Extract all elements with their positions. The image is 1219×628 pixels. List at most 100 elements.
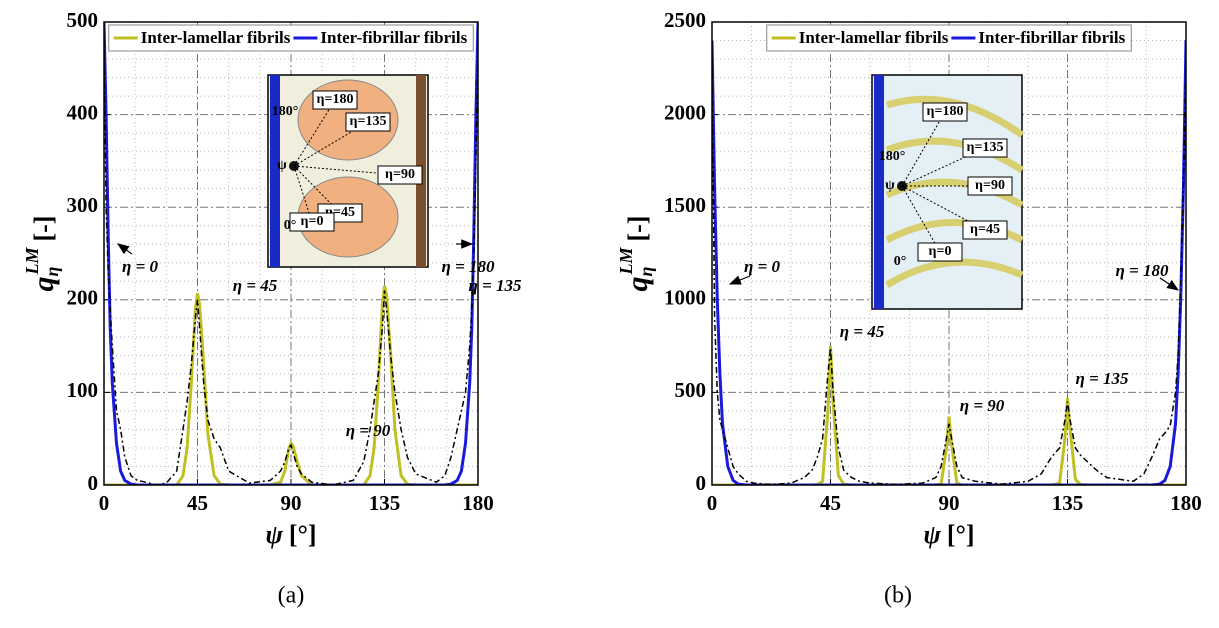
inset-label-box bbox=[289, 212, 335, 232]
inset-label: ψ bbox=[885, 178, 895, 193]
inset-ray bbox=[293, 165, 341, 214]
y-axis-label: qηLM [-] bbox=[22, 216, 62, 292]
y-axis-label: qηLM [-] bbox=[616, 216, 656, 292]
y-tick-label: 200 bbox=[67, 286, 99, 310]
inset-label: η=135 bbox=[967, 140, 1004, 155]
inset-label-box bbox=[967, 176, 1013, 196]
legend-label: Inter-lamellar fibrils bbox=[141, 28, 291, 47]
inset-label: η=90 bbox=[975, 178, 1005, 193]
x-tick-label: 0 bbox=[99, 491, 110, 515]
x-tick-label: 90 bbox=[939, 491, 960, 515]
x-tick-label: 45 bbox=[820, 491, 841, 515]
inset-fibril bbox=[885, 258, 1024, 288]
inset-fibril bbox=[874, 75, 884, 309]
x-axis-var: ψ bbox=[265, 520, 283, 549]
legend-box bbox=[108, 24, 474, 52]
annotation: η = 0 bbox=[122, 257, 159, 276]
annotation: η = 135 bbox=[1075, 369, 1129, 388]
inset: η=180 η=135 η=90 η=45 η=0 180° ψ 0° bbox=[871, 74, 1025, 310]
inset-label: 180° bbox=[272, 104, 299, 119]
plot-frame bbox=[103, 21, 479, 486]
x-tick-label: 45 bbox=[187, 491, 208, 515]
y-tick-label: 0 bbox=[88, 471, 99, 495]
data-line bbox=[104, 40, 478, 485]
inset-fibril bbox=[270, 75, 280, 267]
annotation: η = 135 bbox=[468, 276, 522, 295]
y-tick-label: 500 bbox=[67, 8, 99, 32]
legend: Inter-lamellar fibrils Inter-fibrillar fi… bbox=[108, 24, 474, 52]
x-tick-label: 180 bbox=[1170, 491, 1202, 515]
y-tick-label: 1500 bbox=[664, 193, 706, 217]
annotation: η = 0 bbox=[744, 257, 781, 276]
annotation: η = 45 bbox=[840, 322, 885, 341]
x-axis-label: ψ [°] bbox=[923, 520, 974, 549]
y-axis-unit: [-] bbox=[29, 216, 58, 242]
y-axis-base: q bbox=[27, 276, 60, 291]
x-tick-label: 90 bbox=[281, 491, 302, 515]
inset-label-box bbox=[377, 165, 423, 185]
inset-label: η=180 bbox=[317, 92, 354, 107]
inset-ray bbox=[293, 99, 336, 167]
inset-label: 0° bbox=[284, 218, 297, 233]
y-tick-label: 100 bbox=[67, 378, 99, 402]
y-axis-sup: LM bbox=[616, 247, 636, 276]
y-axis-sub: η bbox=[42, 266, 62, 276]
y-axis-sup: LM bbox=[22, 247, 42, 276]
inset-label: 180° bbox=[879, 149, 906, 164]
inset-label-box bbox=[917, 242, 963, 262]
inset-label: η=45 bbox=[970, 222, 1000, 237]
y-tick-label: 2000 bbox=[664, 100, 706, 124]
inset-label-box bbox=[962, 220, 1008, 240]
y-axis-unit: [-] bbox=[623, 216, 652, 242]
annotation: η = 45 bbox=[233, 276, 278, 295]
y-axis-sub: η bbox=[636, 266, 656, 276]
x-tick-label: 180 bbox=[462, 491, 494, 515]
annotation-arrow bbox=[728, 275, 751, 285]
annotation-arrow bbox=[117, 243, 133, 255]
annotation: η = 90 bbox=[346, 421, 391, 440]
inset-label-box bbox=[922, 102, 968, 122]
x-tick-label: 0 bbox=[707, 491, 718, 515]
legend-label: Inter-lamellar fibrils bbox=[799, 28, 949, 47]
y-tick-label: 1000 bbox=[664, 286, 706, 310]
inset-label-box bbox=[962, 138, 1008, 158]
data-line bbox=[712, 58, 1186, 485]
inset-label-box bbox=[345, 112, 391, 132]
x-axis-unit: [°] bbox=[947, 520, 975, 549]
x-axis-unit: [°] bbox=[289, 520, 317, 549]
annotation: η = 90 bbox=[960, 396, 1005, 415]
x-axis-var: ψ bbox=[923, 520, 941, 549]
inset-fibril bbox=[885, 137, 1024, 173]
inset-label: η=135 bbox=[350, 114, 387, 129]
x-tick-label: 135 bbox=[1052, 491, 1084, 515]
caption: (a) bbox=[278, 583, 305, 609]
inset-label: η=0 bbox=[301, 214, 324, 229]
legend: Inter-lamellar fibrils Inter-fibrillar fi… bbox=[766, 24, 1132, 52]
inset-ray bbox=[901, 185, 941, 253]
annotation-arrow bbox=[1159, 277, 1179, 291]
y-axis-base: q bbox=[621, 276, 654, 291]
y-tick-label: 300 bbox=[67, 193, 99, 217]
y-tick-label: 0 bbox=[696, 471, 707, 495]
inset-label: η=90 bbox=[385, 167, 415, 182]
legend-box bbox=[766, 24, 1132, 52]
legend-label: Inter-fibrillar fibrils bbox=[978, 28, 1125, 47]
inset-label: 0° bbox=[894, 254, 907, 269]
inset-label: η=180 bbox=[927, 104, 964, 119]
y-tick-label: 500 bbox=[675, 378, 707, 402]
y-tick-label: 2500 bbox=[664, 8, 706, 32]
data-line bbox=[712, 346, 1186, 485]
plot-frame bbox=[711, 21, 1187, 486]
x-axis-label: ψ [°] bbox=[265, 520, 316, 549]
x-tick-label: 135 bbox=[369, 491, 401, 515]
annotation: η = 180 bbox=[441, 257, 495, 276]
caption: (b) bbox=[884, 583, 912, 609]
y-tick-label: 400 bbox=[67, 100, 99, 124]
inset-label: ψ bbox=[277, 158, 287, 173]
inset-label: η=0 bbox=[929, 244, 952, 259]
inset-label-box bbox=[312, 90, 358, 110]
legend-label: Inter-fibrillar fibrils bbox=[320, 28, 467, 47]
annotation: η = 180 bbox=[1115, 261, 1169, 280]
